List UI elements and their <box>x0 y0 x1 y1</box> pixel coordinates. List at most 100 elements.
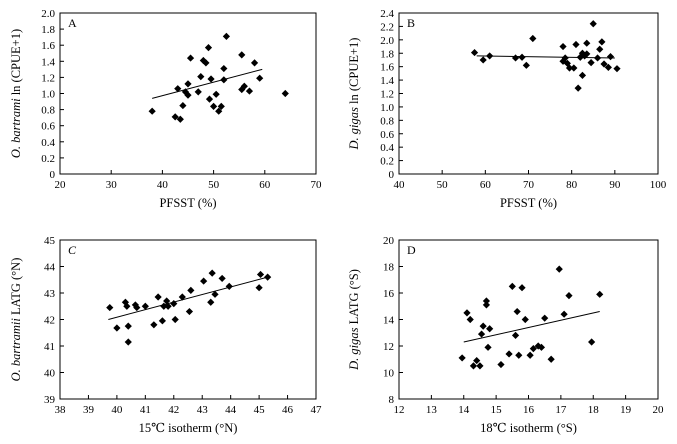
x-tick-label: 44 <box>225 404 237 416</box>
y-tick-label: 1.8 <box>41 24 55 36</box>
data-point <box>250 59 259 67</box>
data-point <box>466 315 474 324</box>
panel-letter: B <box>407 16 415 30</box>
data-point <box>600 60 608 68</box>
data-point <box>208 269 216 277</box>
x-tick-label: 40 <box>394 179 406 191</box>
panel-letter: A <box>68 16 77 30</box>
data-point <box>598 38 606 46</box>
y-tick-label: 8 <box>389 394 395 406</box>
x-tick-label: 12 <box>394 404 405 416</box>
data-point <box>186 54 195 62</box>
data-point <box>176 115 184 123</box>
data-point <box>479 322 487 330</box>
y-axis-title-species: D. gigas <box>347 327 361 371</box>
x-tick-label: 14 <box>458 404 470 416</box>
data-point <box>604 63 612 71</box>
data-point <box>561 54 569 62</box>
y-axis-title-variable: LATG (°N) <box>9 258 23 319</box>
data-point <box>124 338 132 346</box>
x-tick-label: 30 <box>106 179 118 191</box>
x-tick-label: 70 <box>523 179 535 191</box>
x-axis-title: PFSST (%) <box>500 196 557 210</box>
data-point <box>240 82 248 90</box>
data-point <box>588 338 596 346</box>
y-axis-title-species: D. gigas <box>347 107 361 151</box>
y-tick-label: 1.2 <box>380 89 394 101</box>
plot-frame <box>398 12 659 175</box>
data-point <box>526 351 534 359</box>
data-point <box>202 59 210 67</box>
data-point <box>555 265 563 273</box>
x-tick-label: 41 <box>140 404 151 416</box>
data-point <box>583 39 591 47</box>
data-point <box>589 20 597 28</box>
data-point <box>518 284 526 292</box>
data-point <box>606 53 615 61</box>
data-point <box>482 301 491 309</box>
y-tick-label: 0.4 <box>380 142 394 154</box>
data-point <box>174 85 182 93</box>
data-point <box>133 303 141 312</box>
data-point <box>458 354 466 362</box>
x-tick-label: 90 <box>609 179 621 191</box>
x-tick-label: 100 <box>650 179 667 191</box>
y-tick-label: 39 <box>44 394 56 406</box>
data-point <box>113 324 121 332</box>
data-point <box>238 51 246 59</box>
y-tick-label: 2.0 <box>41 8 55 20</box>
data-point <box>215 107 223 115</box>
data-point <box>482 297 491 305</box>
y-axis-title: D. gigas ln (CPUE+1) <box>347 38 361 151</box>
data-point <box>124 322 132 330</box>
data-point <box>163 297 171 305</box>
y-tick-label: 0.6 <box>380 129 394 141</box>
data-point <box>559 57 567 65</box>
y-tick-label: 1.0 <box>380 102 394 114</box>
y-tick-label: 1.8 <box>380 48 394 60</box>
data-point <box>578 71 587 79</box>
y-tick-label: 2.0 <box>380 35 394 47</box>
data-point <box>200 277 208 285</box>
data-point <box>185 307 194 316</box>
y-tick-label: 1.2 <box>41 72 55 84</box>
y-tick-label: 16 <box>383 288 395 300</box>
data-point <box>547 355 555 363</box>
y-tick-label: 12 <box>383 341 394 353</box>
x-tick-label: 40 <box>157 179 169 191</box>
data-point <box>178 293 186 301</box>
data-point <box>123 302 131 310</box>
data-point <box>576 53 584 61</box>
y-tick-label: 1.6 <box>41 40 55 52</box>
trend-line <box>108 276 268 320</box>
y-tick-label: 45 <box>44 235 56 247</box>
data-point <box>563 59 571 67</box>
y-axis-title: O. bartrami ln (CPUE+1) <box>9 29 23 158</box>
data-point <box>160 302 168 310</box>
data-point <box>148 107 156 115</box>
x-tick-label: 20 <box>55 179 67 191</box>
data-point <box>476 362 484 370</box>
data-point <box>154 293 162 301</box>
data-point <box>106 303 114 312</box>
y-tick-label: 2.2 <box>380 21 394 33</box>
data-point <box>565 64 574 72</box>
data-point <box>207 298 215 306</box>
data-point <box>521 315 529 324</box>
data-point <box>537 343 546 351</box>
data-point <box>596 290 604 298</box>
y-axis-title-species: O. bartramii <box>9 318 23 382</box>
data-point <box>212 90 220 98</box>
y-tick-label: 0 <box>389 169 395 181</box>
data-point <box>613 65 621 73</box>
y-tick-label: 18 <box>383 262 395 274</box>
data-point <box>121 298 130 306</box>
y-tick-label: 0.6 <box>41 121 55 133</box>
x-tick-label: 19 <box>620 404 632 416</box>
y-axis-title-variable: ln (CPUE+1) <box>347 38 361 108</box>
data-point <box>470 48 479 57</box>
y-tick-label: 40 <box>44 368 56 380</box>
x-tick-label: 16 <box>523 404 535 416</box>
x-tick-label: 39 <box>83 404 95 416</box>
